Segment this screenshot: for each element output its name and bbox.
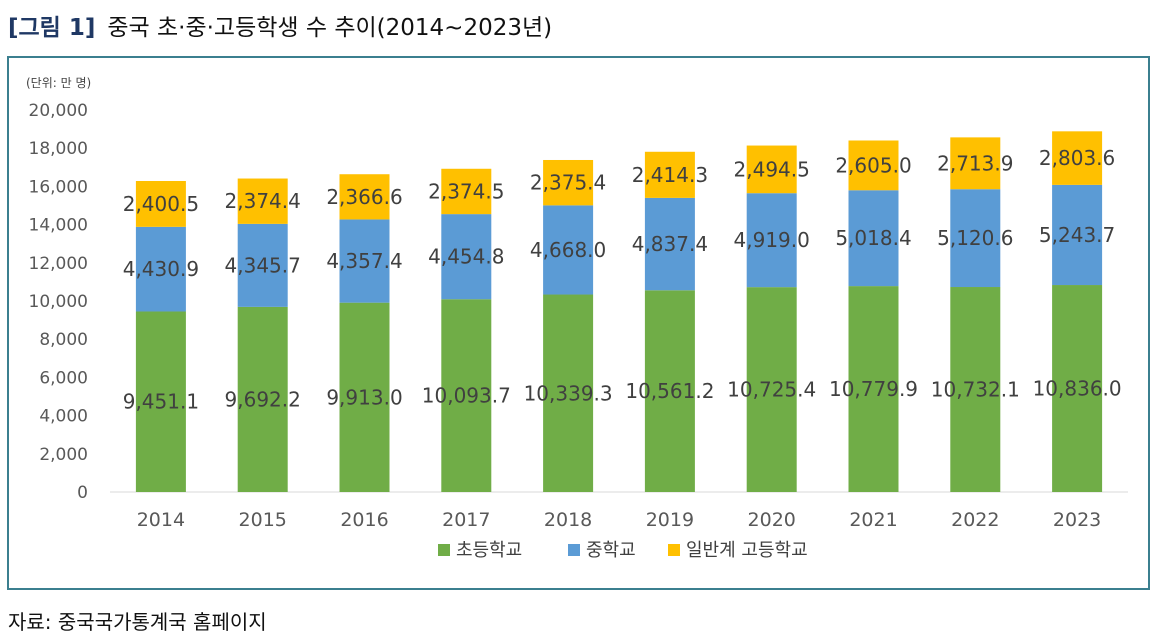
data-label: 2,375.4 xyxy=(530,171,606,195)
figure-header: [그림 1] 중국 초·중·고등학생 수 추이(2014~2023년) xyxy=(8,8,552,42)
x-tick-label: 2018 xyxy=(544,509,592,531)
data-label: 10,836.0 xyxy=(1033,377,1122,401)
bar-segment xyxy=(441,299,492,492)
legend-swatch xyxy=(438,544,450,556)
data-label: 4,345.7 xyxy=(225,253,301,277)
data-label: 10,561.2 xyxy=(625,379,714,403)
bar-segment xyxy=(237,306,288,492)
y-tick-label: 2,000 xyxy=(39,445,88,465)
bar-segment xyxy=(1052,285,1103,492)
y-tick-label: 18,000 xyxy=(29,139,88,159)
data-label: 2,366.6 xyxy=(326,185,402,209)
data-label: 10,339.3 xyxy=(524,381,613,405)
bar-segment xyxy=(135,181,186,227)
y-tick-label: 6,000 xyxy=(39,368,88,388)
bar-segment xyxy=(543,294,594,492)
chart-frame xyxy=(7,56,1150,590)
data-label: 4,430.9 xyxy=(123,257,199,281)
bar-segment xyxy=(237,178,288,224)
bar-segment xyxy=(950,137,1001,190)
y-tick-label: 14,000 xyxy=(29,216,88,236)
source-note: 자료: 중국국가통계국 홈페이지 xyxy=(8,610,267,634)
data-label: 10,779.9 xyxy=(829,377,918,401)
bar-segment xyxy=(950,287,1001,492)
y-tick-label: 8,000 xyxy=(39,330,88,350)
data-label: 5,018.4 xyxy=(835,226,911,250)
bar-segment xyxy=(441,168,492,215)
data-label: 10,732.1 xyxy=(931,378,1020,402)
x-tick-label: 2019 xyxy=(646,509,694,531)
bar-segment xyxy=(848,190,899,287)
bar-segment xyxy=(339,174,390,220)
bar-segment xyxy=(848,140,899,191)
data-label: 5,120.6 xyxy=(937,226,1013,250)
x-tick-label: 2023 xyxy=(1053,509,1101,531)
data-label: 9,913.0 xyxy=(326,385,402,409)
figure-number: [그림 1] xyxy=(8,15,96,41)
bar-segment xyxy=(950,189,1001,288)
x-tick-label: 2014 xyxy=(137,509,185,531)
data-label: 2,400.5 xyxy=(123,192,199,216)
x-tick-label: 2020 xyxy=(748,509,796,531)
y-tick-label: 0 xyxy=(77,483,88,503)
legend-swatch xyxy=(568,544,580,556)
data-label: 9,451.1 xyxy=(123,390,199,414)
bar-segment xyxy=(644,151,695,198)
data-label: 9,692.2 xyxy=(225,387,301,411)
bar-segment xyxy=(135,226,186,312)
data-label: 2,374.4 xyxy=(225,189,301,213)
bar-segment xyxy=(644,197,695,291)
data-label: 4,919.0 xyxy=(734,228,810,252)
legend-label: 중학교 xyxy=(586,540,636,561)
bar-segment xyxy=(543,159,594,206)
data-label: 10,725.4 xyxy=(727,378,816,402)
legend-label: 초등학교 xyxy=(456,540,522,561)
bar-segment xyxy=(1052,131,1103,185)
bar-segment xyxy=(135,311,186,492)
stacked-bar-chart: 0 2,000 4,000 6,000 8,000 10,000 12,000 14,000 1… xyxy=(29,101,1128,561)
x-tick-label: 2021 xyxy=(849,509,897,531)
y-tick-label: 4,000 xyxy=(39,407,88,427)
y-tick-label: 12,000 xyxy=(29,254,88,274)
x-tick-label: 2015 xyxy=(239,509,287,531)
x-tick-label: 2017 xyxy=(442,509,490,531)
bar-segment xyxy=(237,223,288,307)
bar-segment xyxy=(746,193,797,288)
bar-segment xyxy=(644,290,695,492)
figure-title: 중국 초·중·고등학생 수 추이(2014~2023년) xyxy=(107,15,553,41)
data-label: 4,357.4 xyxy=(326,249,402,273)
y-tick-label: 10,000 xyxy=(29,292,88,312)
legend-label: 일반계 고등학교 xyxy=(686,540,808,561)
data-label: 2,605.0 xyxy=(835,153,911,177)
unit-note: (단위: 만 명) xyxy=(26,76,92,90)
data-label: 2,713.9 xyxy=(937,151,1013,175)
bar-segment xyxy=(339,302,390,492)
bar-segment xyxy=(746,145,797,194)
data-label: 4,668.0 xyxy=(530,238,606,262)
y-tick-label: 16,000 xyxy=(29,177,88,197)
data-label: 2,494.5 xyxy=(734,157,810,181)
bar-segment xyxy=(848,286,899,492)
data-label: 2,374.5 xyxy=(428,179,504,203)
bar-segment xyxy=(441,214,492,300)
data-label: 4,837.4 xyxy=(632,232,708,256)
data-label: 10,093.7 xyxy=(422,384,511,408)
x-tick-label: 2016 xyxy=(340,509,388,531)
legend-swatch xyxy=(668,544,680,556)
data-label: 2,803.6 xyxy=(1039,146,1115,170)
data-label: 5,243.7 xyxy=(1039,223,1115,247)
data-label: 2,414.3 xyxy=(632,163,708,187)
x-tick-label: 2022 xyxy=(951,509,999,531)
data-label: 4,454.8 xyxy=(428,245,504,269)
y-tick-label: 20,000 xyxy=(29,101,88,121)
bar-segment xyxy=(543,205,594,295)
bar-segment xyxy=(339,219,390,303)
bar-segment xyxy=(1052,184,1103,286)
bar-segment xyxy=(746,287,797,492)
